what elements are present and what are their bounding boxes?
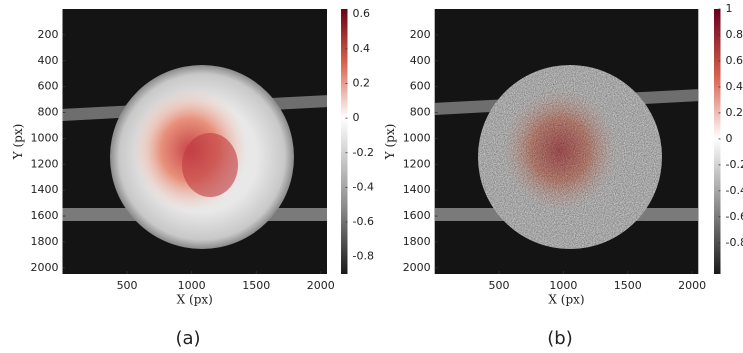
- y-tick-label: 1200: [403, 157, 431, 170]
- colorbar-tick-label: 0: [726, 132, 733, 145]
- colorbar-tick-label: 0.2: [353, 76, 371, 89]
- y-tick-label: 200: [38, 28, 59, 41]
- y-tick-label: 1800: [31, 235, 59, 248]
- y-tick-label: 600: [38, 80, 59, 93]
- x-tick-label: 1000: [549, 279, 577, 292]
- y-tick-label: 1800: [403, 235, 431, 248]
- x-tick-label: 1000: [178, 279, 206, 292]
- colorbar-tick-label: 0.2: [726, 106, 743, 119]
- x-axis-label: X (px): [548, 293, 584, 307]
- x-tick-label: 1500: [242, 279, 270, 292]
- y-tick-label: 600: [410, 80, 431, 93]
- colorbar-tick-label: -0.6: [726, 210, 743, 223]
- y-tick-label: 1000: [403, 131, 431, 144]
- colorbar-tick-label: 0.6: [726, 54, 743, 67]
- y-tick-label: 1600: [31, 209, 59, 222]
- x-tick-label: 2000: [307, 279, 335, 292]
- x-tick-label: 1500: [614, 279, 642, 292]
- y-tick-label: 400: [38, 54, 59, 67]
- y-tick-label: 1600: [403, 209, 431, 222]
- x-axis-label: X (px): [177, 293, 213, 307]
- y-tick-label: 800: [38, 106, 59, 119]
- colorbar-tick-label: -0.8: [726, 236, 743, 249]
- colorbar-tick-label: 0.4: [726, 80, 743, 93]
- x-tick-label: 2000: [678, 279, 706, 292]
- y-axis-label: Y (px): [383, 124, 397, 161]
- colorbar-tick-label: 0: [353, 111, 360, 124]
- colorbar-tick-label: -0.4: [726, 184, 743, 197]
- colorbar-tick-label: 0.4: [353, 42, 371, 55]
- caption: (a): [175, 328, 200, 349]
- y-tick-label: 1000: [31, 131, 59, 144]
- y-tick-label: 1200: [31, 157, 59, 170]
- colorbar-tick-label: -0.4: [353, 180, 374, 193]
- y-tick-label: 1400: [31, 183, 59, 196]
- y-tick-label: 2000: [403, 261, 431, 274]
- y-tick-label: 1400: [403, 183, 431, 196]
- colorbar-tick-label: -0.2: [353, 146, 374, 159]
- colorbar-tick-label: 0.6: [353, 7, 371, 20]
- colorbar-a: [341, 9, 348, 274]
- colorbar-tick-label: -0.6: [353, 215, 374, 228]
- image-a: [62, 9, 327, 274]
- colorbar-tick-label: 1: [726, 2, 733, 15]
- colorbar-b: [714, 9, 721, 274]
- y-tick-label: 2000: [31, 261, 59, 274]
- x-tick-label: 500: [489, 279, 510, 292]
- y-tick-label: 200: [410, 28, 431, 41]
- x-tick-label: 500: [117, 279, 138, 292]
- colorbar-tick-label: -0.8: [353, 250, 374, 263]
- colorbar-tick-label: -0.2: [726, 158, 743, 171]
- caption: (b): [547, 328, 572, 349]
- y-axis-label: Y (px): [11, 124, 25, 161]
- colorbar-tick-label: 0.8: [726, 28, 743, 41]
- image-b: [434, 9, 699, 274]
- y-tick-label: 400: [410, 54, 431, 67]
- y-tick-label: 800: [410, 106, 431, 119]
